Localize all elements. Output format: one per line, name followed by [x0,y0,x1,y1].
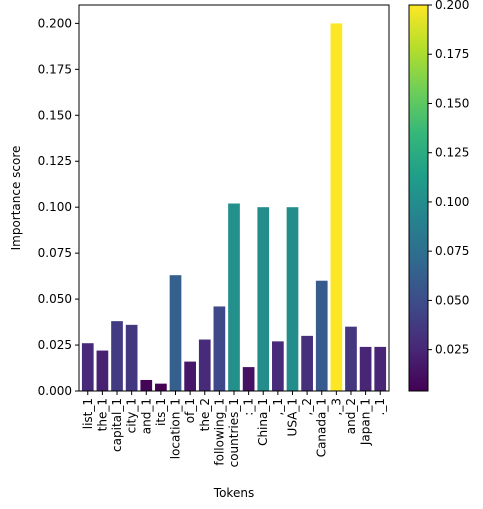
bar-the_2 [198,339,211,391]
x-tick-label: location_1 [169,398,183,459]
x-tick-label: :_1 [242,398,256,416]
bar-following_1 [213,306,226,391]
bar-and_1 [140,379,153,391]
y-tick-label: 0.025 [38,338,72,352]
y-tick-label: 0.125 [38,154,72,168]
x-tick-label: Japan_1 [359,398,373,446]
y-tick-label: 0.075 [38,246,72,260]
x-tick-label: China_1 [256,398,270,446]
colorbar-tick-label: 0.025 [435,343,469,357]
bar-,_2 [301,335,313,391]
colorbar-frame [408,4,429,392]
x-axis-label: Tokens [213,486,254,500]
bar-China_1 [257,207,270,391]
x-tick-label: Canada_1 [315,398,329,457]
bar-._1 [374,346,387,391]
x-tick-label: ,_3 [329,398,343,415]
bar-,_3 [330,23,343,391]
x-tick-label: its_1 [154,398,168,426]
x-tick-label: capital_1 [110,398,124,452]
x-tick-label: following_1 [212,398,226,466]
bar-the_1 [96,350,109,391]
x-tick-label: of_1 [183,398,197,423]
bar-of_1 [184,361,196,391]
y-tick-label: 0.175 [38,62,72,76]
bar-city_1 [125,324,138,391]
y-axis-ticks: 0.000 0.025 0.050 0.075 0.100 0.125 0.150 0.175… [38,16,79,398]
bar-its_1 [155,383,167,391]
bars-group [81,23,387,391]
y-tick-label: 0.100 [38,200,72,214]
x-tick-label: and_1 [139,398,153,434]
bar-:_1 [242,367,255,391]
y-tick-label: 0.150 [38,108,72,122]
x-tick-label: ,_2 [300,398,314,415]
colorbar-tick-label: 0.050 [435,293,469,307]
x-tick-label: city_1 [125,398,139,433]
x-tick-label: list_1 [81,398,95,429]
y-tick-label: 0.000 [38,384,72,398]
x-tick-label: the_2 [198,398,212,431]
y-tick-label: 0.200 [38,16,72,30]
colorbar-tick-label: 0.100 [435,195,469,209]
bar-Canada_1 [315,280,328,391]
bar-USA_1 [286,207,299,391]
x-tick-label: countries_1 [227,398,241,467]
bar-countries_1 [228,203,240,391]
bar-,_1 [272,341,284,391]
colorbar-tick-label: 0.075 [435,244,469,258]
bar-capital_1 [111,321,123,391]
x-tick-label: ,_1 [271,398,285,415]
colorbar-tick-label: 0.200 [435,0,469,12]
x-tick-label: ._1 [373,398,387,415]
bar-Japan_1 [359,346,372,391]
colorbar-tick-label: 0.175 [435,47,469,61]
colorbar [409,5,428,391]
colorbar-ticks: 0.025 0.050 0.075 0.100 0.125 0.150 0.175 0.200 [428,0,469,357]
bar-and_2 [345,326,357,391]
bar-location_1 [169,275,182,391]
x-tick-label: USA_1 [285,398,299,436]
x-tick-label: and_2 [344,398,358,434]
x-axis-ticks: list_1 the_1 capital_1 city_1 and_1 its_1 loca… [81,391,387,467]
y-tick-label: 0.050 [38,292,72,306]
bar-list_1 [81,343,94,391]
colorbar-tick-label: 0.150 [435,96,469,110]
x-tick-label: the_1 [95,398,109,431]
y-axis-label: Importance score [9,146,23,251]
colorbar-tick-label: 0.125 [435,146,469,160]
